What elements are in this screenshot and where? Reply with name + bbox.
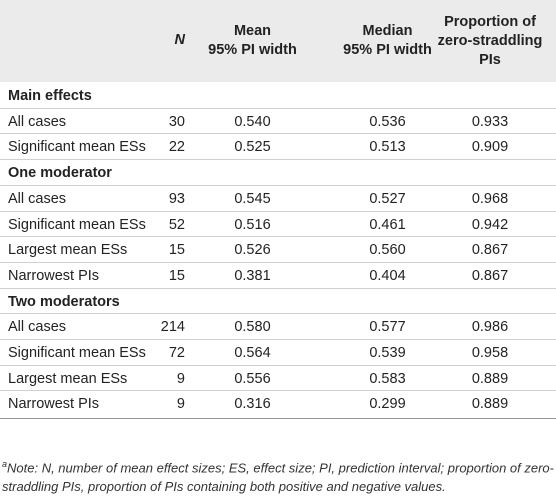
- row-rule: [0, 390, 556, 392]
- footnote-marker: a: [2, 459, 8, 469]
- row-label: Largest mean ESs: [8, 242, 128, 259]
- row-rule: [0, 339, 556, 340]
- cell-value: 0.527: [369, 190, 406, 207]
- cell-value: 0.513: [369, 139, 406, 156]
- cell-value: 0.316: [234, 396, 271, 413]
- header-cell: zero-straddling: [437, 33, 543, 49]
- row-rule: [0, 364, 556, 366]
- cell-value: 0.867: [471, 267, 509, 284]
- cell-value: 15: [168, 242, 185, 259]
- row-rule: [0, 159, 556, 161]
- cell-value: 52: [168, 216, 185, 233]
- cell-value: 93: [168, 190, 185, 207]
- row-label: Narrowest PIs: [8, 396, 100, 413]
- cell-value: 0.560: [369, 242, 406, 259]
- row-label: Significant mean ESs: [8, 139, 146, 156]
- cell-value: 9: [176, 396, 185, 413]
- cell-value: 0.909: [471, 139, 509, 156]
- row-rule: [0, 261, 556, 263]
- row-rule: [0, 210, 556, 212]
- cell-value: 214: [160, 319, 185, 336]
- cell-value: 0.536: [369, 113, 406, 130]
- cell-value: 9: [176, 370, 185, 387]
- cell-value: 0.968: [471, 190, 509, 207]
- cell-value: 22: [168, 139, 185, 156]
- cell-value: 0.299: [369, 396, 406, 413]
- cell-value: 0.958: [471, 345, 509, 361]
- row-label: All cases: [8, 190, 67, 207]
- row-label: All cases: [8, 319, 67, 336]
- row-label: Narrowest PIs: [8, 267, 100, 284]
- cell-value: 0.933: [471, 113, 509, 130]
- cell-value: 0.539: [369, 345, 406, 361]
- header-cell: Mean: [233, 23, 272, 39]
- row-rule: [0, 236, 556, 238]
- cell-value: 0.556: [234, 370, 271, 387]
- cell-value: 0.580: [234, 319, 271, 336]
- row-rule: [0, 287, 556, 289]
- row-label: Significant mean ESs: [8, 345, 146, 361]
- cell-value: 0.381: [234, 267, 271, 284]
- cell-value: 0.889: [471, 370, 509, 387]
- row-label: All cases: [8, 113, 67, 130]
- cell-value: 0.577: [369, 319, 406, 336]
- bottom-rule: [0, 418, 556, 420]
- row-rule: [0, 313, 556, 315]
- header-cell: 95% PI width: [208, 42, 297, 58]
- section-title: Main effects: [8, 88, 92, 104]
- row-rule: [0, 133, 556, 135]
- cell-value: 72: [168, 345, 185, 361]
- cell-value: 0.545: [234, 190, 271, 207]
- row-label: Significant mean ESs: [8, 216, 146, 233]
- cell-value: 0.867: [471, 242, 509, 259]
- footnote-text: Note: N, number of mean effect sizes; ES…: [2, 460, 554, 495]
- cell-value: 0.564: [234, 345, 271, 361]
- row-rule: [0, 107, 556, 109]
- header-cell: PIs: [479, 52, 501, 68]
- row-rule: [0, 184, 556, 186]
- cell-value: 0.461: [369, 216, 406, 233]
- section-title: Two moderators: [8, 293, 120, 310]
- cell-value: 0.942: [471, 216, 509, 233]
- cell-value: 30: [168, 113, 185, 130]
- header-cell: N: [174, 32, 185, 48]
- cell-value: 15: [168, 267, 185, 284]
- cell-value: 0.583: [369, 370, 406, 387]
- header-band: [0, 0, 556, 82]
- header-cell: Proportion of: [444, 14, 536, 30]
- cell-value: 0.986: [471, 319, 509, 336]
- cell-value: 0.404: [369, 267, 406, 284]
- header-cell: 95% PI width: [343, 42, 432, 58]
- header-cell: Median: [362, 23, 413, 39]
- cell-value: 0.889: [471, 396, 509, 413]
- row-label: Largest mean ESs: [8, 370, 128, 387]
- footnote: aNote: N, number of mean effect sizes; E…: [2, 455, 554, 496]
- section-title: One moderator: [8, 165, 112, 182]
- cell-value: 0.526: [234, 242, 271, 259]
- cell-value: 0.516: [234, 216, 271, 233]
- cell-value: 0.540: [234, 113, 271, 130]
- cell-value: 0.525: [234, 139, 271, 156]
